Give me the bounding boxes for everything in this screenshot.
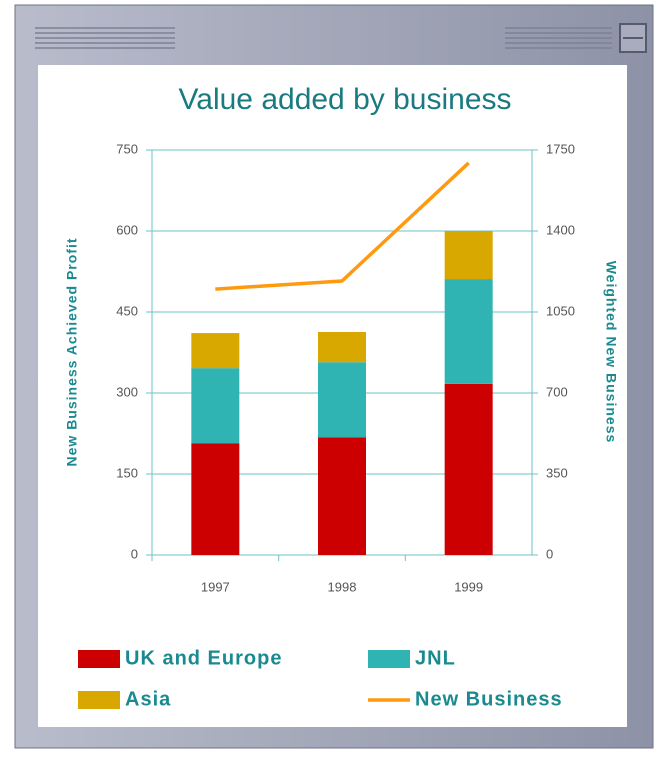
- x-tick-label: 1999: [454, 579, 483, 594]
- y-tick-label: 0: [131, 546, 138, 561]
- bar-segment: [444, 231, 493, 280]
- legend-swatch: [78, 650, 120, 668]
- y-tick-label: 150: [116, 465, 138, 480]
- bar-segment: [191, 333, 240, 369]
- legend-label: JNL: [415, 647, 456, 669]
- title-bar-grip: [35, 27, 612, 49]
- y-tick-label: 600: [116, 222, 138, 237]
- y2-tick-label: 1400: [546, 222, 575, 237]
- bar-segment: [318, 331, 366, 363]
- legend-label: Asia: [125, 688, 171, 710]
- legend-label: New Business: [415, 688, 563, 710]
- x-tick-label: 1998: [328, 579, 357, 594]
- y-tick-label: 300: [116, 384, 138, 399]
- y2-tick-label: 0: [546, 546, 553, 561]
- y-axis-title: New Business Achieved Profit: [64, 238, 80, 467]
- plot: 0 150 300 450 600 750 0 350 700 1050 1400 1750 1997 1…: [78, 141, 575, 710]
- bar-segment: [191, 368, 240, 444]
- y-tick-label: 750: [116, 141, 138, 156]
- y2-tick-label: 1750: [546, 141, 575, 156]
- legend-swatch: [368, 650, 410, 668]
- legend-label: UK and Europe: [125, 647, 282, 669]
- y2-tick-label: 1050: [546, 303, 575, 318]
- y2-tick-label: 350: [546, 465, 568, 480]
- bar-segment: [318, 437, 366, 555]
- chart-title: Value added by business: [178, 83, 511, 116]
- bar-segment: [191, 443, 240, 555]
- bar-segment: [444, 383, 493, 555]
- y2-tick-label: 700: [546, 384, 568, 399]
- y-tick-label: 450: [116, 303, 138, 318]
- bar-segment: [318, 362, 366, 438]
- y2-axis-title: Weighted New Business: [603, 261, 619, 444]
- bar-segment: [444, 279, 493, 384]
- x-tick-label: 1997: [201, 579, 230, 594]
- legend-swatch: [78, 691, 120, 709]
- line-series: [215, 161, 470, 291]
